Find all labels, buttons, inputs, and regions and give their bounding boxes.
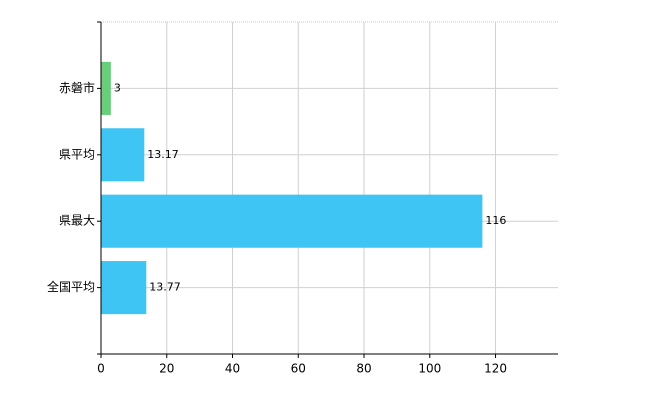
bar (101, 128, 145, 182)
value-label: 13.77 (149, 281, 181, 294)
y-tick-label: 全国平均 (47, 279, 95, 294)
value-label: 3 (114, 81, 121, 94)
bar (101, 261, 147, 315)
bar (101, 61, 111, 115)
value-label: 116 (485, 214, 506, 227)
x-tick-label: 120 (484, 362, 507, 376)
x-tick-label: 60 (291, 362, 306, 376)
y-tick-label: 県最大 (59, 214, 95, 228)
value-label: 13.17 (147, 148, 179, 161)
x-tick-label: 20 (159, 362, 174, 376)
x-tick-label: 100 (418, 362, 441, 376)
x-tick-label: 80 (356, 362, 371, 376)
bar (101, 194, 483, 248)
x-tick-label: 0 (97, 362, 105, 376)
x-tick-label: 40 (225, 362, 240, 376)
y-tick-label: 県平均 (59, 147, 95, 161)
y-tick-label: 赤磐市 (59, 80, 95, 95)
